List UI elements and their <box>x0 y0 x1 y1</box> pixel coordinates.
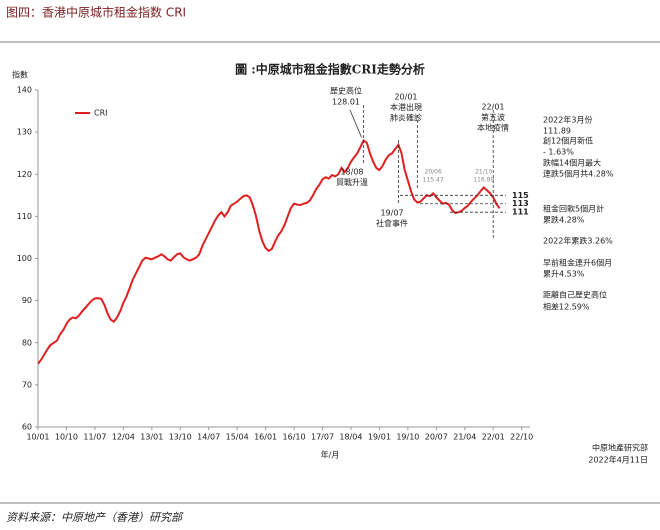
event-label: 肺炎確診 <box>390 113 422 123</box>
note: 累升4.53% <box>543 270 585 279</box>
x-tick-label: 22/10 <box>510 433 533 442</box>
y-axis-label: 指數 <box>12 70 28 80</box>
note: 租金回軟5個月計 <box>543 204 604 214</box>
event-label: 本地疫情 <box>477 123 509 133</box>
point-label-date: 20/06 <box>425 169 442 176</box>
note: 累跌4.28% <box>543 215 585 225</box>
x-tick-label: 10/01 <box>26 433 49 442</box>
y-tick-label: 130 <box>17 128 32 137</box>
event-date: 18/08 <box>340 168 363 177</box>
chart-title: 圖 :中原城市租金指數CRI走勢分析 <box>235 62 425 77</box>
y-tick-label: 90 <box>22 296 32 305</box>
note: 相差12.59% <box>543 302 590 312</box>
source: 中原地產研究部 <box>592 443 648 453</box>
y-tick-label: 60 <box>22 423 32 432</box>
y-tick-label: 100 <box>17 254 32 263</box>
note: 創12個月新低 <box>543 136 593 146</box>
note: 2022年累跌3.26% <box>543 236 613 246</box>
x-tick-label: 10/10 <box>55 433 78 442</box>
x-tick-label: 20/07 <box>425 433 448 442</box>
peak-arrow <box>349 109 362 138</box>
x-tick-label: 16/10 <box>283 433 306 442</box>
point-label-date: 21/10 <box>475 169 492 176</box>
source-date: 2022年4月11日 <box>588 455 648 465</box>
y-tick-label: 110 <box>17 212 32 221</box>
header-title: 图四：香港中原城市租金指数 CRI <box>6 5 186 20</box>
event-label: 本港出現 <box>390 102 422 112</box>
event-label: 貿戰升溫 <box>336 177 368 187</box>
y-tick-label: 80 <box>22 338 32 347</box>
note: 距離自己歷史高位 <box>543 290 607 300</box>
point-label-value: 116.89 <box>473 177 494 184</box>
x-tick-label: 22/01 <box>482 433 505 442</box>
footer-text: 资料来源：中原地产（香港）研究部 <box>6 511 184 524</box>
x-tick-label: 19/10 <box>396 433 419 442</box>
note: - 1.63% <box>543 148 574 157</box>
event-label: 第五波 <box>481 112 505 122</box>
event-label: 社會事件 <box>376 218 408 228</box>
x-tick-label: 19/01 <box>368 433 391 442</box>
series-line <box>37 139 501 365</box>
x-tick-label: 14/07 <box>197 433 220 442</box>
x-tick-label: 11/07 <box>83 433 106 442</box>
y-tick-label: 140 <box>17 86 32 95</box>
x-tick-label: 15/04 <box>226 433 249 442</box>
x-tick-label: 13/01 <box>140 433 163 442</box>
legend-label: CRI <box>94 109 108 118</box>
x-tick-label: 13/10 <box>169 433 192 442</box>
peak-value: 128.01 <box>332 98 360 107</box>
peak-label: 歷史高位 <box>330 86 362 96</box>
event-date: 19/07 <box>380 209 403 218</box>
point-label-value: 115.47 <box>423 177 444 184</box>
note: 連跌5個月共4.28% <box>543 169 614 179</box>
ref-label: 113 <box>512 199 529 208</box>
x-tick-label: 18/04 <box>339 433 362 442</box>
x-tick-label: 12/04 <box>112 433 135 442</box>
note: 111.89 <box>543 127 571 136</box>
event-date: 22/01 <box>481 103 504 112</box>
ref-label: 115 <box>512 191 529 200</box>
x-tick-label: 17/07 <box>311 433 334 442</box>
note: 早前租金連升6個月 <box>543 258 612 268</box>
x-tick-label: 16/01 <box>254 433 277 442</box>
event-date: 20/01 <box>394 93 417 102</box>
ref-label: 111 <box>512 208 529 217</box>
y-tick-label: 120 <box>17 170 32 179</box>
note: 跌幅14個月最大 <box>543 158 601 168</box>
x-tick-label: 21/04 <box>453 433 476 442</box>
note: 2022年3月份 <box>543 115 592 125</box>
y-tick-label: 70 <box>22 380 32 389</box>
x-axis-label: 年/月 <box>321 450 340 460</box>
